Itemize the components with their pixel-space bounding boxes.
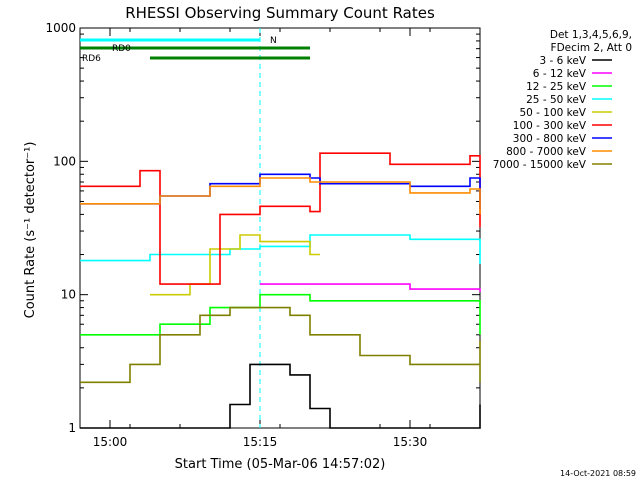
- series-line-1: [80, 363, 481, 429]
- series-line-5: [150, 234, 320, 296]
- legend-label: 7000 - 15000 keV: [493, 159, 587, 171]
- chart-title: RHESSI Observing Summary Count Rates: [125, 4, 435, 22]
- legend-label: 800 - 7000 keV: [506, 146, 587, 158]
- legend-label: 12 - 25 keV: [526, 81, 587, 93]
- legend-label: 100 - 300 keV: [513, 120, 587, 132]
- y-tick-label: 10: [61, 288, 76, 302]
- y-tick-label: 1000: [45, 21, 76, 35]
- flag-label: RD0: [112, 44, 131, 54]
- legend-label: 6 - 12 keV: [533, 68, 587, 80]
- legend-label: 300 - 800 keV: [513, 133, 587, 145]
- series-line-9: [80, 306, 481, 384]
- y-tick-label: 100: [53, 154, 76, 168]
- y-tick-label: 1: [68, 421, 76, 435]
- legend-label: 50 - 100 keV: [519, 107, 586, 119]
- series-line-4: [80, 234, 481, 264]
- legend-header-line-2: FDecim 2, Att 0: [551, 42, 632, 54]
- series-line-8: [80, 177, 481, 215]
- x-tick-label: 15:30: [393, 435, 428, 449]
- y-axis-label: Count Rate (s⁻¹ detector⁻¹): [23, 142, 38, 319]
- legend-label: 25 - 50 keV: [526, 94, 587, 106]
- x-tick-label: 15:15: [243, 435, 278, 449]
- timestamp: 14-Oct-2021 08:59: [560, 469, 636, 478]
- series-line-3: [80, 293, 481, 336]
- series-line-6: [80, 152, 481, 285]
- legend-header-line-1: Det 1,3,4,5,6,9,: [550, 29, 632, 41]
- series-line-2: [260, 283, 481, 292]
- flag-label: N: [270, 36, 277, 46]
- flag-label: RD6: [82, 54, 101, 64]
- plot-frame: [79, 27, 481, 429]
- x-axis-label: Start Time (05-Mar-06 14:57:02): [175, 457, 386, 472]
- x-tick-label: 15:00: [93, 435, 128, 449]
- legend-label: 3 - 6 keV: [539, 55, 586, 67]
